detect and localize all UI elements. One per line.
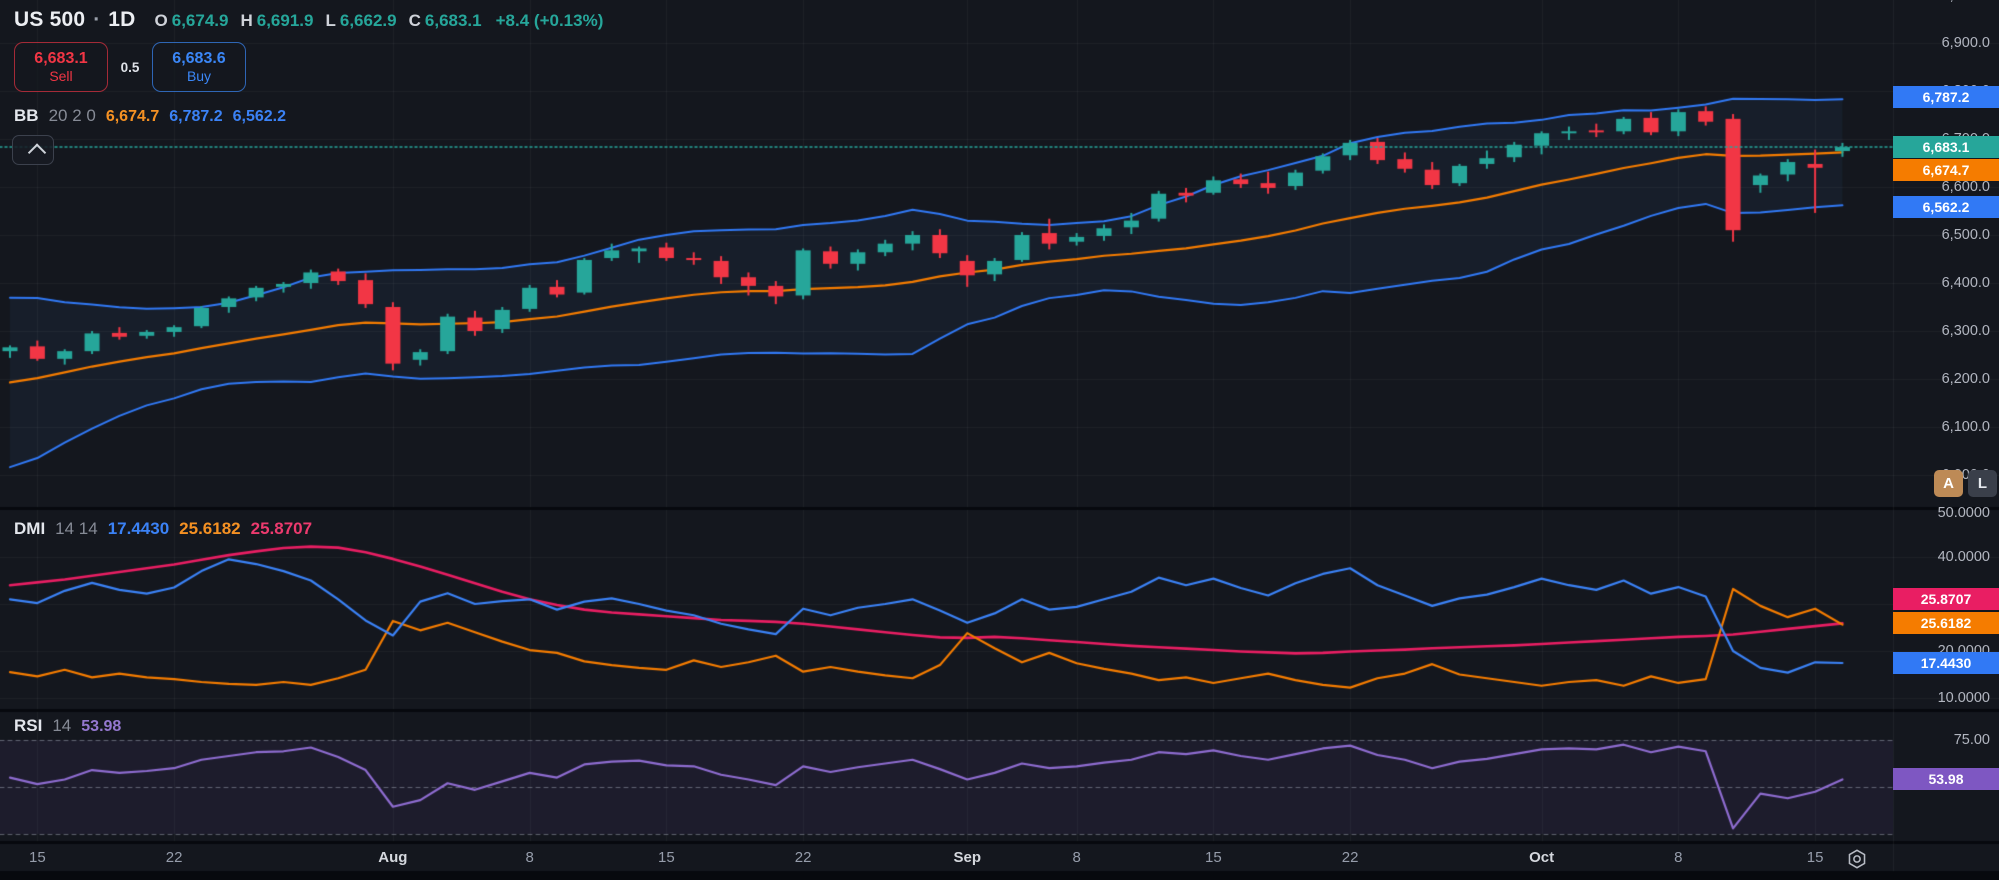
rsi-axis-label: 75.00	[1953, 732, 1990, 748]
price-axis-badge: 6,674.7	[1893, 159, 1999, 181]
gear-icon[interactable]	[1846, 848, 1868, 870]
price-axis-label: 6,300.0	[1941, 323, 1990, 339]
sell-label: Sell	[49, 68, 73, 84]
close-label: C	[408, 11, 421, 30]
dmi-axis-label: 10.0000	[1937, 690, 1990, 706]
dmi-axis-badge: 25.6182	[1893, 612, 1999, 634]
symbol-name[interactable]: US 500	[14, 8, 86, 31]
log-scale-button[interactable]: L	[1968, 470, 1997, 497]
price-axis-label: 7,000.0	[1893, 0, 1990, 4]
dmi-minus-di-value: 25.6182	[179, 519, 241, 538]
time-axis-label: 8	[1674, 849, 1683, 866]
dmi-axis-label: 40.0000	[1937, 549, 1990, 565]
trade-widget: 6,683.1 Sell 0.5 6,683.6 Buy	[14, 42, 246, 92]
price-axis-badge: 6,683.1	[1893, 136, 1999, 158]
close-value: 6,683.1	[424, 11, 482, 30]
buy-button[interactable]: 6,683.6 Buy	[152, 42, 246, 92]
time-scale[interactable]: 15 22 Aug 8 15 22 Sep 8 15 22 Oct 8 15	[0, 845, 1893, 871]
rsi-indicator-legend[interactable]: RSI 14 53.98	[14, 716, 121, 736]
time-axis-label: 15	[29, 849, 46, 866]
time-axis-label: Aug	[378, 849, 408, 866]
time-axis-label: 8	[1072, 849, 1081, 866]
low-value: 6,662.9	[339, 11, 397, 30]
bb-params: 20 2 0	[48, 106, 96, 125]
time-axis-label: Sep	[953, 849, 982, 866]
time-axis-label: 8	[525, 849, 534, 866]
rsi-params: 14	[52, 716, 72, 735]
dmi-plus-di-value: 17.4430	[107, 519, 170, 538]
price-axis-badge: 6,562.2	[1893, 196, 1999, 218]
price-axis-label: 6,600.0	[1941, 179, 1990, 195]
bb-upper-value: 6,787.2	[169, 108, 223, 125]
high-label: H	[240, 11, 253, 30]
time-axis-label: 22	[794, 849, 812, 866]
sell-price: 6,683.1	[34, 50, 88, 67]
open-label: O	[154, 11, 168, 30]
ohlc-readout: O 6,674.9 H 6,691.9 L 6,662.9 C 6,683.1 …	[155, 11, 604, 31]
dmi-axis-badge: 25.8707	[1893, 588, 1999, 610]
time-axis-label: 15	[1806, 849, 1824, 866]
timeframe-label[interactable]: 1D	[108, 8, 136, 31]
dmi-adx-value: 25.8707	[250, 519, 313, 538]
open-value: 6,674.9	[171, 11, 229, 30]
rsi-name: RSI	[14, 716, 43, 735]
buy-label: Buy	[186, 68, 212, 84]
rsi-axis-badge: 53.98	[1893, 768, 1999, 790]
buy-price: 6,683.6	[172, 50, 226, 67]
bb-basis-value: 6,674.7	[105, 108, 160, 125]
time-axis-label: 15	[658, 849, 675, 866]
price-axis-label: 6,900.0	[1941, 35, 1990, 51]
scale-mode-buttons: A L	[1934, 470, 1997, 497]
bb-lower-value: 6,562.2	[232, 108, 286, 125]
price-axis-badge: 6,787.2	[1893, 86, 1999, 108]
price-axis-label: 6,500.0	[1941, 227, 1990, 243]
time-axis-label: 22	[1341, 849, 1359, 866]
low-label: L	[325, 11, 336, 30]
price-axis-label: 6,100.0	[1941, 419, 1990, 435]
symbol-header: US 500 · 1D O 6,674.9 H 6,691.9 L 6,662.…	[14, 8, 603, 32]
bb-name: BB	[14, 106, 39, 125]
bb-indicator-legend[interactable]: BB 20 2 0 6,674.7 6,787.2 6,562.2	[14, 106, 286, 126]
price-scale[interactable]: 7,000.06,900.06,800.06,700.06,600.06,500…	[1893, 0, 1999, 871]
chevron-up-icon	[27, 142, 46, 162]
time-axis-label: 15	[1205, 849, 1222, 866]
time-axis-label: Oct	[1529, 849, 1555, 866]
price-axis-label: 6,400.0	[1941, 275, 1990, 291]
spread-value: 0.5	[120, 59, 140, 75]
high-value: 6,691.9	[256, 11, 314, 30]
dmi-params: 14 14	[55, 519, 98, 538]
collapse-panel-button[interactable]	[12, 135, 54, 165]
dmi-name: DMI	[14, 519, 46, 538]
rsi-value: 53.98	[81, 718, 122, 735]
symbol-separator: ·	[93, 8, 101, 31]
auto-scale-button[interactable]: A	[1934, 470, 1963, 497]
dmi-axis-label: 50.0000	[1937, 505, 1990, 521]
dmi-axis-badge: 17.4430	[1893, 652, 1999, 674]
price-axis-label: 6,200.0	[1941, 371, 1990, 387]
change-value: +8.4 (+0.13%)	[495, 11, 604, 30]
time-axis-label: 22	[165, 849, 183, 866]
sell-button[interactable]: 6,683.1 Sell	[14, 42, 108, 92]
dmi-indicator-legend[interactable]: DMI 14 14 17.4430 25.6182 25.8707	[14, 519, 312, 539]
